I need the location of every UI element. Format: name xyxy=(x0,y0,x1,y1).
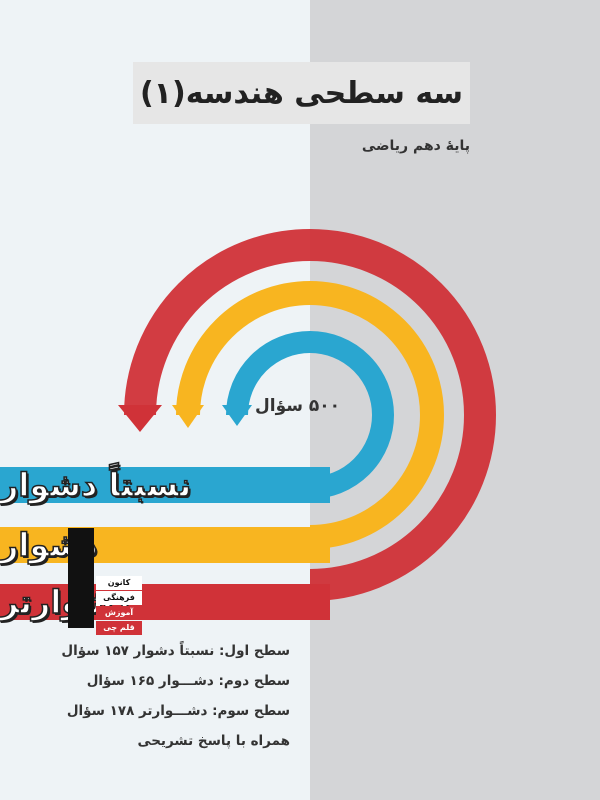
book-title: سه سطحی هندسه(۱) xyxy=(133,62,470,124)
blue-arrow-icon xyxy=(222,405,252,426)
question-count: ۵۰۰ سؤال xyxy=(255,396,341,416)
detail-line: سطح سوم: دشـــوارتر ۱۷۸ سؤال xyxy=(66,703,290,719)
detail-line: سطح اول: نسبتاً دشوار ۱۵۷ سؤال xyxy=(61,643,290,659)
publisher-logo: کانون فرهنگی آموزش قلم چی xyxy=(60,518,142,635)
logo-word: کانون xyxy=(96,576,142,590)
graduate-figure-icon xyxy=(68,528,94,628)
level-bar-1: نسبتاً دشوار xyxy=(0,465,330,505)
right-background xyxy=(310,0,600,800)
level-bar-2: دشوار xyxy=(0,525,330,565)
blue-arc xyxy=(226,331,394,499)
yellow-arc xyxy=(176,281,444,549)
logo-word: آموزش xyxy=(96,606,142,620)
red-arc xyxy=(124,229,496,601)
red-arrow-icon xyxy=(118,405,162,432)
logo-word: فرهنگی xyxy=(96,591,142,605)
logo-word: قلم چی xyxy=(96,621,142,635)
level-bar-3: دشوارتر xyxy=(0,582,330,622)
yellow-arrow-icon xyxy=(172,405,204,428)
detail-line: همراه با پاسخ تشریحی xyxy=(137,733,290,749)
book-subtitle: پایهٔ دهم ریاضی xyxy=(361,138,470,154)
detail-line: سطح دوم: دشـــوار ۱۶۵ سؤال xyxy=(86,673,290,689)
